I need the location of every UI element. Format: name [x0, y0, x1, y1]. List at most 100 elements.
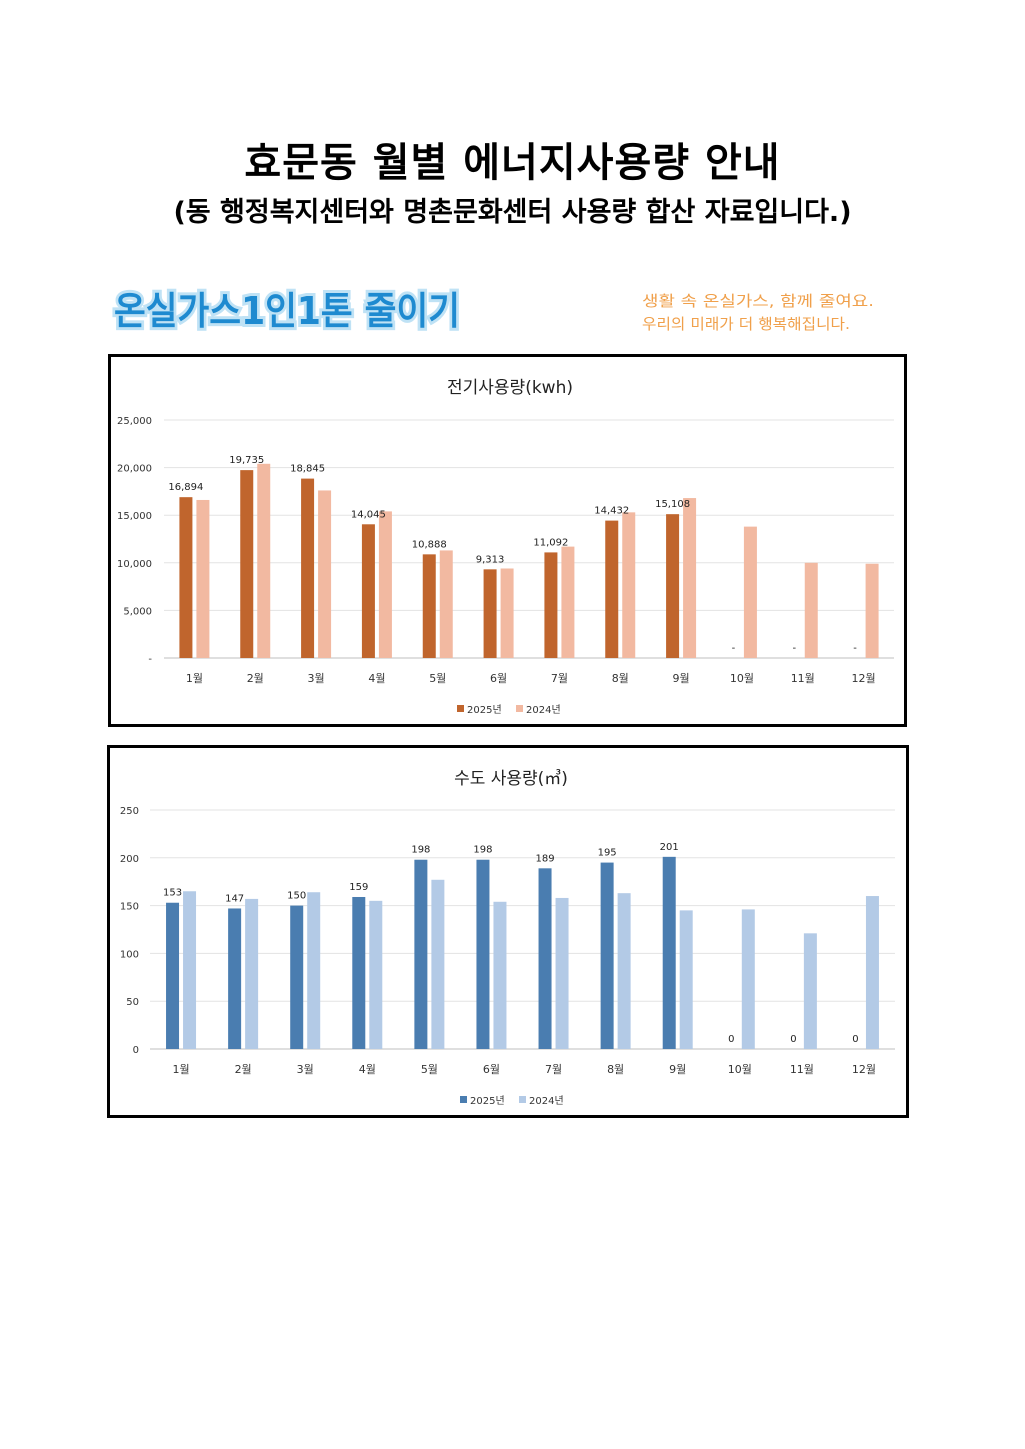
- bar-2025: [166, 902, 180, 1049]
- chart-title: 수도 사용량(㎥): [454, 769, 568, 789]
- legend-label: 2024년: [526, 704, 561, 716]
- bar-2024: [555, 897, 569, 1049]
- legend-label: 2024년: [529, 1095, 564, 1107]
- electricity-chart: 전기사용량(kwh) - 5,000 10,000 15,000 20,000 25,000…: [108, 354, 907, 727]
- bar-2024: [318, 490, 332, 658]
- bar-2025: [476, 859, 490, 1049]
- y-tick-label: 25,000: [117, 416, 152, 427]
- bar-2025: [352, 896, 366, 1049]
- chart-title: 전기사용량(kwh): [447, 378, 573, 398]
- bar-2025: [605, 520, 619, 658]
- legend-label: 2025년: [470, 1095, 505, 1107]
- bar-2024: [622, 512, 636, 658]
- bar-2025: [538, 868, 552, 1049]
- bar-2024: [196, 499, 210, 658]
- bar-2025: [666, 514, 680, 658]
- x-tick-label: 3월: [297, 1063, 314, 1076]
- page-subtitle: (동 행정복지센터와 명촌문화센터 사용량 합산 자료입니다.): [173, 197, 852, 228]
- bar-2025: [361, 524, 375, 658]
- bar-2024: [743, 526, 757, 658]
- svg-text:온실가스1인1톤 줄이기: 온실가스1인1톤 줄이기: [114, 289, 460, 333]
- bar-2025: [422, 554, 436, 658]
- bar-2025: [228, 908, 242, 1049]
- data-label: 14,045: [351, 509, 386, 520]
- bar-2024: [431, 879, 445, 1049]
- bar-2025: [240, 470, 254, 658]
- bar-2025: [483, 569, 497, 658]
- bar-2025: [662, 856, 676, 1049]
- x-tick-label: 1월: [186, 672, 203, 685]
- x-tick-label: 1월: [172, 1063, 189, 1076]
- bar-2024: [245, 898, 259, 1049]
- legend-swatch: [516, 705, 523, 712]
- bar-2025: [544, 552, 558, 658]
- x-tick-label: 5월: [421, 1063, 438, 1076]
- data-label: 0: [852, 1034, 858, 1045]
- bar-2024: [493, 901, 507, 1049]
- bar-2024: [378, 511, 392, 658]
- bar-2024: [617, 893, 631, 1049]
- bar-2024: [679, 910, 693, 1049]
- page-title: 효문동 월별 에너지사용량 안내: [244, 140, 781, 186]
- slogan-text: 생활 속 온실가스, 함께 줄여요. 우리의 미래가 더 행복해집니다.: [642, 292, 874, 333]
- svg-text:우리의 미래가 더 행복해집니다.: 우리의 미래가 더 행복해집니다.: [642, 315, 850, 333]
- data-label: 19,735: [229, 455, 264, 466]
- data-label: 14,432: [594, 506, 629, 517]
- x-tick-label: 3월: [308, 672, 325, 685]
- x-tick-label: 12월: [852, 1063, 876, 1076]
- x-tick-label: 2월: [235, 1063, 252, 1076]
- x-tick-label: 4월: [359, 1063, 376, 1076]
- data-label: 153: [163, 888, 182, 899]
- data-label: 201: [660, 842, 679, 853]
- x-tick-label: 10월: [728, 1063, 752, 1076]
- campaign-logo: 온실가스1인1톤 줄이기 온실가스1인1톤 줄이기: [112, 286, 463, 336]
- y-tick-label: 0: [133, 1045, 139, 1056]
- bar-2025: [414, 859, 428, 1049]
- bar-2024: [741, 909, 755, 1049]
- y-tick-label: 20,000: [117, 464, 152, 475]
- bar-2025: [179, 497, 193, 658]
- bar-2024: [183, 891, 197, 1049]
- data-label: 0: [728, 1034, 734, 1045]
- y-tick-label: 100: [120, 949, 139, 960]
- data-label: -: [853, 643, 857, 654]
- bar-2025: [301, 478, 315, 658]
- legend-swatch: [457, 705, 464, 712]
- electricity-chart-svg: 전기사용량(kwh) - 5,000 10,000 15,000 20,000 25,000…: [117, 378, 894, 716]
- data-label: 9,313: [476, 554, 505, 565]
- data-label: 198: [473, 845, 492, 856]
- data-label: 15,108: [655, 499, 690, 510]
- svg-text:온실가스1인1톤 줄이기: 온실가스1인1톤 줄이기: [114, 289, 460, 333]
- legend-label: 2025년: [467, 704, 502, 716]
- data-label: 10,888: [412, 539, 447, 550]
- x-tick-label: 8월: [607, 1063, 624, 1076]
- x-tick-label: 9월: [669, 1063, 686, 1076]
- data-label: 0: [790, 1034, 796, 1045]
- x-tick-label: 7월: [545, 1063, 562, 1076]
- bar-2024: [683, 498, 697, 658]
- x-tick-label: 12월: [852, 672, 876, 685]
- data-label: 150: [287, 891, 306, 902]
- data-label: 189: [535, 853, 554, 864]
- y-tick-label: 250: [120, 806, 139, 817]
- data-label: 159: [349, 882, 368, 893]
- legend-swatch: [460, 1096, 467, 1103]
- x-tick-label: 11월: [790, 1063, 814, 1076]
- x-tick-label: 5월: [429, 672, 446, 685]
- water-chart: 수도 사용량(㎥) 0 50 100 150 200 250 153 1월 147 2월 150 3월 1…: [107, 745, 909, 1118]
- y-tick-label: 150: [120, 902, 139, 913]
- svg-text:생활 속 온실가스, 함께 줄여요.: 생활 속 온실가스, 함께 줄여요.: [642, 292, 874, 310]
- bar-2024: [561, 546, 575, 658]
- y-tick-label: 200: [120, 854, 139, 865]
- bar-2024: [804, 562, 818, 658]
- x-tick-label: 7월: [551, 672, 568, 685]
- legend-swatch: [519, 1096, 526, 1103]
- bar-2024: [865, 896, 879, 1049]
- x-tick-label: 8월: [612, 672, 629, 685]
- x-tick-label: 2월: [247, 672, 264, 685]
- data-label: 11,092: [533, 537, 568, 548]
- bar-2024: [500, 568, 514, 658]
- bar-2024: [439, 550, 453, 658]
- data-label: 16,894: [168, 482, 203, 493]
- bar-2025: [290, 905, 304, 1049]
